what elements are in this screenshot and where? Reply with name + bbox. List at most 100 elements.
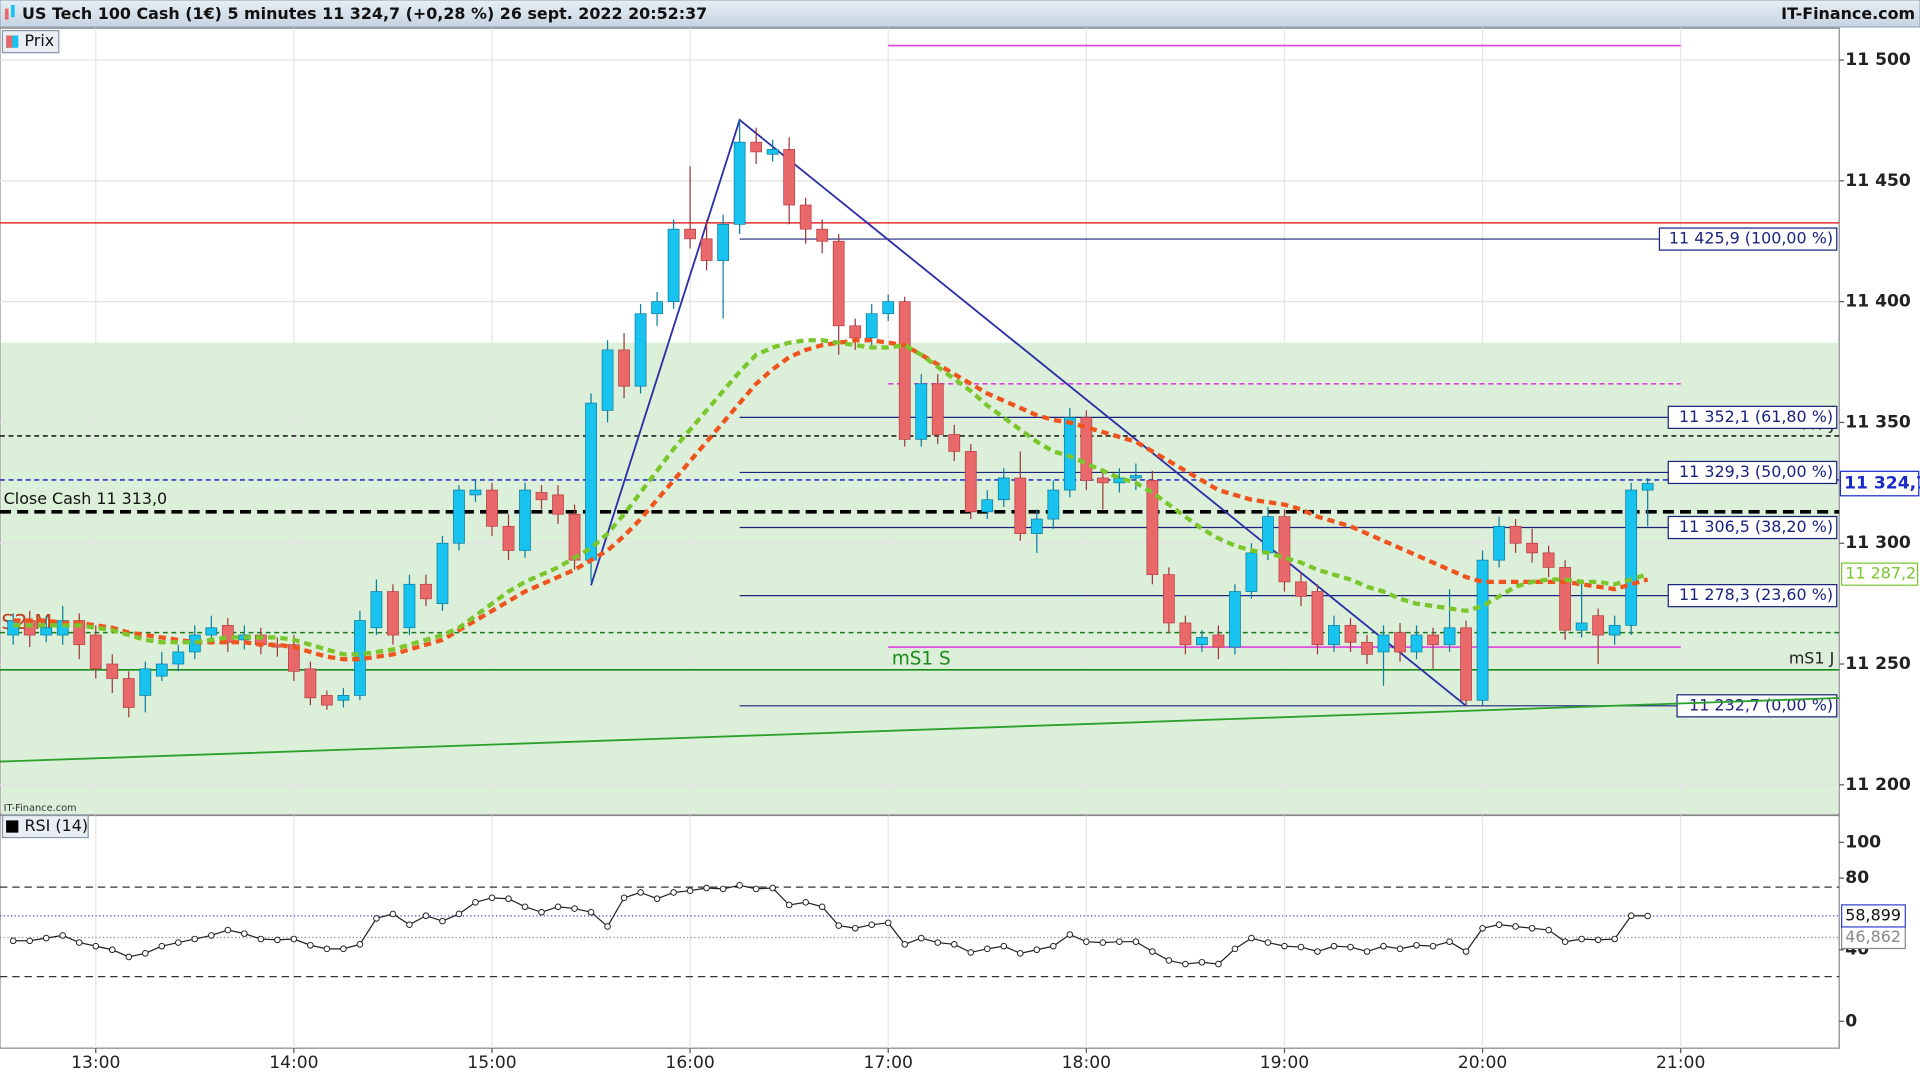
x-tick-label: 14:00 bbox=[269, 1053, 318, 1073]
source: IT-Finance.com bbox=[1781, 4, 1915, 23]
rsi-point bbox=[1347, 943, 1354, 951]
rsi-point bbox=[785, 901, 793, 909]
rsi-point bbox=[125, 953, 133, 961]
rsi-point bbox=[356, 941, 364, 948]
candle-body bbox=[519, 489, 531, 551]
rsi-label: RSI (14) bbox=[24, 816, 88, 835]
rsi-point bbox=[1083, 938, 1090, 945]
rsi-point bbox=[208, 932, 215, 939]
rsi-panel bbox=[0, 814, 1840, 1049]
ma-label: 11 287,2 bbox=[1845, 564, 1916, 583]
rsi-point bbox=[1215, 960, 1222, 968]
fib-label-box bbox=[1667, 584, 1838, 608]
candle-body bbox=[1641, 483, 1654, 491]
rsi-point bbox=[75, 939, 83, 946]
rsi-point bbox=[868, 921, 876, 928]
rsi-point bbox=[488, 894, 496, 902]
rsi-point bbox=[818, 903, 826, 911]
last-price-box bbox=[1839, 470, 1920, 497]
candle-body bbox=[931, 383, 944, 435]
rsi-point bbox=[422, 912, 430, 920]
rsi-point bbox=[1479, 924, 1486, 932]
rsi-point bbox=[950, 941, 958, 948]
candle-body bbox=[568, 513, 581, 561]
candle-body bbox=[964, 451, 977, 513]
candle-body bbox=[337, 695, 350, 701]
candle-body bbox=[436, 542, 449, 604]
candle-body bbox=[403, 583, 416, 629]
fib-label-box bbox=[1667, 515, 1838, 540]
rsi-point bbox=[1429, 942, 1437, 950]
candle-body bbox=[1344, 624, 1357, 643]
rsi-point bbox=[835, 922, 843, 929]
candle-body bbox=[1575, 622, 1588, 631]
rsi-legend: RSI (14) bbox=[1, 814, 89, 839]
header-icon bbox=[4, 4, 15, 20]
rsi-point bbox=[1033, 946, 1041, 954]
fib-label: 11 425,9 (100,00 %) bbox=[1669, 229, 1833, 248]
x-tick-label: 16:00 bbox=[665, 1053, 714, 1073]
candle-body bbox=[287, 644, 300, 672]
last-price-label: 11 324,7 bbox=[1844, 474, 1920, 494]
candle-body bbox=[1212, 634, 1225, 648]
rsi-point bbox=[439, 917, 446, 925]
rsi-point bbox=[290, 935, 298, 943]
rsi-point bbox=[1281, 942, 1288, 950]
rsi-y-tick-label: 80 bbox=[1845, 868, 1869, 888]
candle-body bbox=[1608, 624, 1621, 636]
rsi-line bbox=[13, 884, 1648, 965]
fib-label: 11 306,5 (38,20 %) bbox=[1679, 517, 1833, 536]
rsi-point bbox=[1446, 938, 1453, 945]
candle-body bbox=[1460, 627, 1472, 701]
candle-body bbox=[832, 240, 845, 327]
candle-body bbox=[1427, 634, 1439, 646]
candle-body bbox=[1129, 475, 1142, 479]
candle-body bbox=[304, 668, 317, 699]
candle-body bbox=[1394, 632, 1406, 653]
y-tick-label: 11 400 bbox=[1845, 292, 1911, 312]
x-tick-label: 19:00 bbox=[1260, 1053, 1309, 1073]
rsi-point bbox=[1627, 912, 1635, 920]
rsi-y-tick-label: 0 bbox=[1845, 1011, 1857, 1031]
rsi-point bbox=[389, 910, 397, 918]
candle-body bbox=[981, 499, 994, 513]
candle-body bbox=[1080, 417, 1093, 481]
header-bar bbox=[0, 0, 1920, 28]
candle-body bbox=[1328, 624, 1340, 646]
moving-average bbox=[13, 338, 1649, 657]
candle-body bbox=[1179, 622, 1192, 646]
candle-body bbox=[1196, 637, 1208, 646]
candle-body bbox=[89, 634, 102, 670]
rsi-point bbox=[307, 941, 314, 949]
candle-body bbox=[1443, 627, 1456, 646]
rsi-point bbox=[274, 936, 281, 944]
candle-body bbox=[23, 620, 36, 636]
candle-body bbox=[816, 228, 829, 242]
candle-body bbox=[453, 489, 465, 544]
candle-body bbox=[122, 678, 135, 708]
candle-body bbox=[172, 651, 185, 665]
fib-label-box bbox=[1658, 227, 1838, 251]
fib-label-box bbox=[1667, 460, 1838, 485]
candle-body bbox=[73, 620, 86, 646]
candle-body bbox=[766, 149, 779, 155]
fib-label: 11 329,3 (50,00 %) bbox=[1679, 462, 1833, 481]
candle-body bbox=[1030, 518, 1043, 534]
rsi-point bbox=[505, 895, 512, 903]
rsi-point bbox=[653, 895, 661, 903]
candle-body bbox=[221, 624, 234, 643]
rsi-point bbox=[1050, 942, 1057, 950]
candle-body bbox=[849, 325, 862, 339]
rsi-point bbox=[373, 915, 380, 922]
rsi-point bbox=[406, 921, 413, 928]
rsi-point bbox=[1611, 935, 1618, 943]
rsi-point bbox=[141, 950, 149, 957]
candle-body bbox=[1096, 477, 1109, 484]
trendline bbox=[0, 697, 1840, 763]
candle-body bbox=[634, 313, 647, 387]
rsi-point bbox=[1099, 939, 1107, 946]
rsi-point bbox=[1248, 934, 1255, 942]
candle-body bbox=[56, 620, 69, 636]
candle-body bbox=[783, 149, 796, 206]
